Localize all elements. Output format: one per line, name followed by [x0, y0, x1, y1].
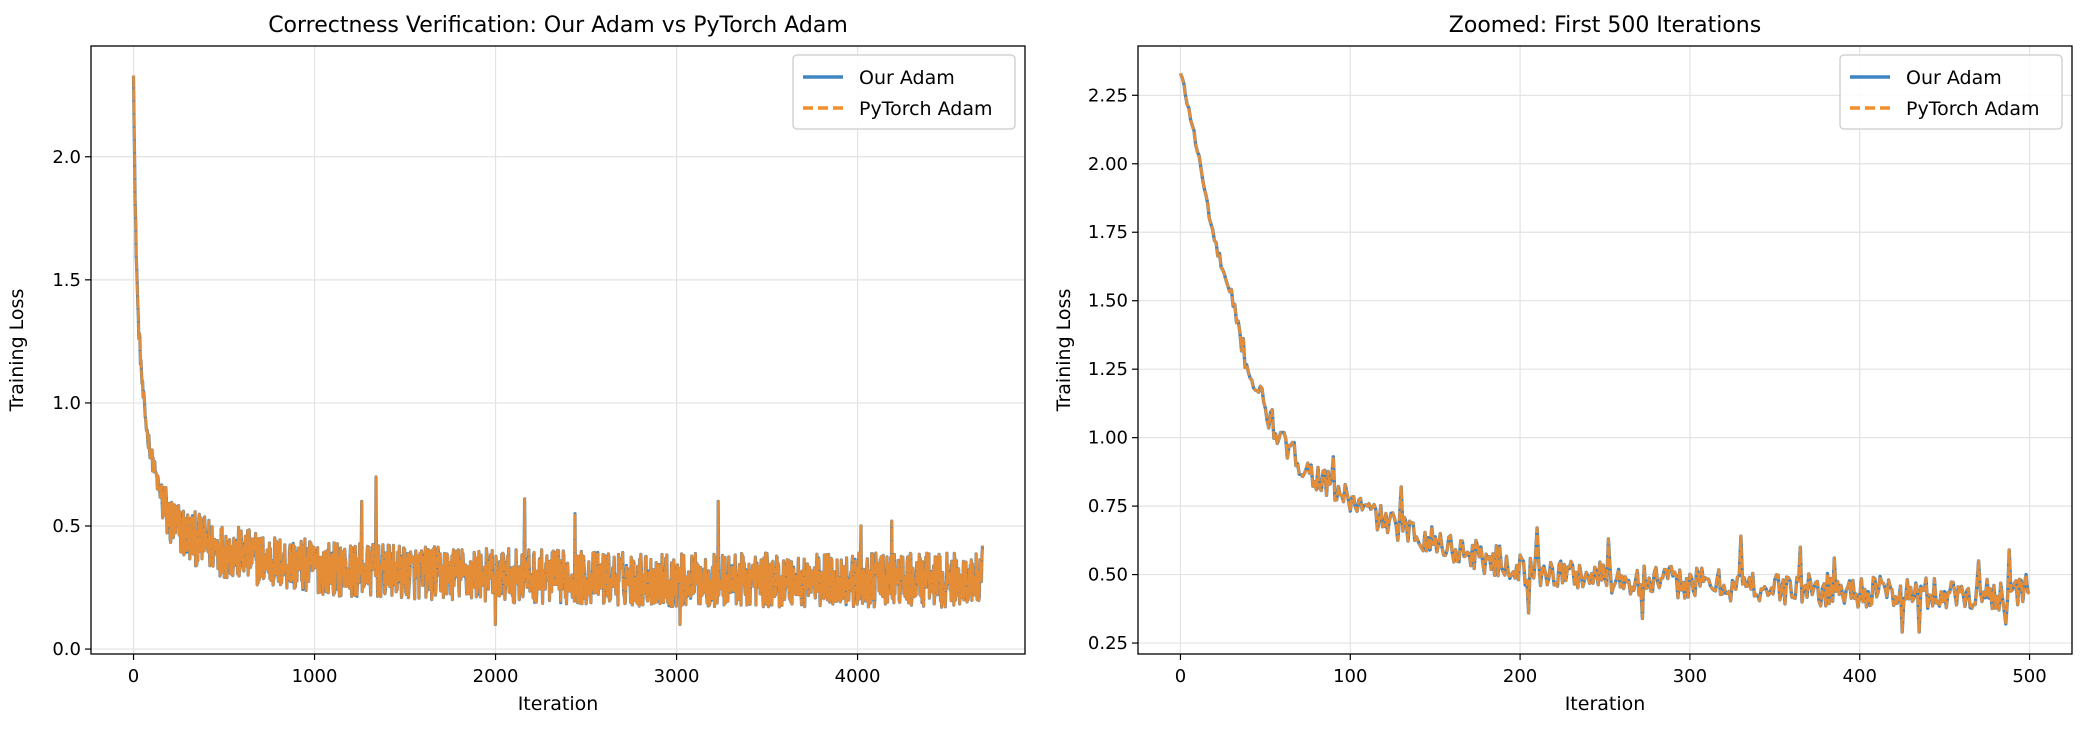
x-axis-label: Iteration — [518, 693, 599, 715]
y-tick-label: 1.50 — [1088, 291, 1128, 312]
y-axis-label: Training Loss — [6, 289, 28, 413]
grid-lines — [91, 46, 1025, 654]
y-tick-label: 1.5 — [52, 270, 81, 291]
x-tick-label: 3000 — [654, 666, 700, 687]
x-axis-label: Iteration — [1565, 693, 1646, 715]
legend-box — [792, 54, 1016, 130]
x-tick-label: 0 — [1175, 666, 1186, 687]
grid-lines — [1138, 46, 2072, 654]
series-layer — [131, 75, 985, 627]
y-tick-label: 0.50 — [1088, 565, 1128, 586]
x-tick-label: 300 — [1673, 666, 1707, 687]
tick-marks: 0 100 200 300 400 500 0.25 0.50 0.75 1.00 1.25 1.50… — [1088, 85, 2047, 687]
y-axis-label: Training Loss — [1053, 289, 1075, 413]
legend: Our Adam PyTorch Adam — [1839, 54, 2063, 130]
x-tick-label: 2000 — [473, 666, 519, 687]
x-tick-label: 1000 — [292, 666, 338, 687]
y-tick-label: 2.0 — [52, 147, 81, 168]
chart-loss-full: 0 1000 2000 3000 4000 0.0 0.5 1.0 1.5 2.0 Correct… — [6, 13, 1026, 715]
chart-title: Zoomed: First 500 Iterations — [1449, 13, 1761, 38]
legend-label-pytorch-adam: PyTorch Adam — [1906, 98, 2040, 120]
series-line-pytorch-adam — [1179, 72, 2031, 634]
y-tick-label: 2.00 — [1088, 154, 1128, 175]
chart-title: Correctness Verification: Our Adam vs Py… — [268, 13, 848, 38]
x-tick-label: 0 — [128, 666, 139, 687]
y-tick-label: 1.75 — [1088, 222, 1128, 243]
x-tick-label: 400 — [1843, 666, 1877, 687]
legend-label-pytorch-adam: PyTorch Adam — [859, 98, 993, 120]
x-tick-label: 4000 — [835, 666, 881, 687]
x-tick-label: 100 — [1333, 666, 1367, 687]
series-layer — [1178, 72, 2031, 634]
y-tick-label: 0.0 — [52, 639, 81, 660]
y-tick-label: 0.25 — [1088, 633, 1128, 654]
x-tick-label: 200 — [1503, 666, 1537, 687]
legend: Our Adam PyTorch Adam — [792, 54, 1016, 130]
y-tick-label: 1.0 — [52, 393, 81, 414]
legend-label-our-adam: Our Adam — [859, 67, 955, 89]
legend-label-our-adam: Our Adam — [1906, 67, 2002, 89]
series-line-our-adam — [1178, 72, 2031, 634]
x-tick-label: 500 — [2012, 666, 2046, 687]
y-tick-label: 2.25 — [1088, 85, 1128, 106]
y-tick-label: 0.5 — [52, 516, 81, 537]
y-tick-label: 1.25 — [1088, 359, 1128, 380]
plot-frame — [1137, 45, 2073, 655]
tick-marks: 0 1000 2000 3000 4000 0.0 0.5 1.0 1.5 2.0 — [52, 147, 880, 687]
series-line-pytorch-adam — [132, 75, 984, 626]
plot-frame — [90, 45, 1026, 655]
chart-loss-zoomed: 0 100 200 300 400 500 0.25 0.50 0.75 1.00 1.25 1.50… — [1053, 13, 2073, 715]
y-tick-label: 1.00 — [1088, 428, 1128, 449]
y-tick-label: 0.75 — [1088, 496, 1128, 517]
legend-box — [1839, 54, 2063, 130]
